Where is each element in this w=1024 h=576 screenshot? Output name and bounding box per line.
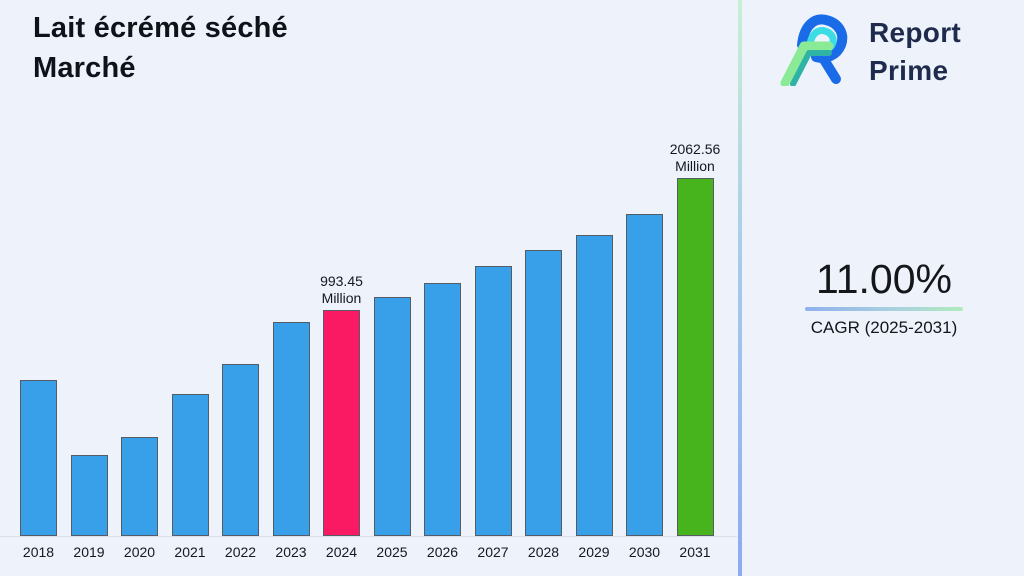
bar-2020 [121, 437, 158, 536]
x-tick-2024: 2024 [325, 544, 358, 560]
value-label-line: 993.45 [320, 273, 363, 289]
logo-word-prime: Prime [869, 55, 949, 86]
x-tick-2022: 2022 [224, 544, 257, 560]
value-label-line: 2062.56 [669, 141, 721, 157]
cagr-panel: 11.00% CAGR (2025-2031) [769, 254, 999, 338]
logo-wordmark: Report Prime [869, 14, 961, 90]
logo-blue-bowl [797, 14, 848, 63]
bar-2021 [171, 394, 209, 536]
bar-2025 [373, 297, 411, 536]
x-tick-2023: 2023 [275, 544, 307, 560]
bar-2028 [525, 250, 562, 536]
bar-2024 [323, 310, 360, 536]
logo-green-stroke [780, 41, 834, 86]
cagr-value: 11.00% [815, 256, 952, 302]
x-tick-2029: 2029 [578, 544, 610, 560]
bar-2026 [424, 283, 461, 536]
bar-2022 [222, 364, 259, 536]
value-label-2024: 993.45 Million [294, 273, 390, 306]
x-tick-2018: 2018 [22, 544, 55, 560]
report-prime-logo: Report Prime [779, 12, 961, 90]
logo-blue-leg [818, 53, 841, 84]
x-tick-2030: 2030 [628, 544, 661, 560]
x-tick-2025: 2025 [376, 544, 408, 560]
x-tick-2026: 2026 [426, 544, 459, 560]
value-label-line: Million [321, 289, 362, 306]
page-title: Lait écrémé séché Marché [33, 8, 288, 88]
value-label-line: Million [675, 157, 715, 174]
report-prime-logo-icon [780, 14, 848, 86]
x-tick-2027: 2027 [477, 544, 509, 560]
value-label-2031: 2062.56 Million [647, 141, 743, 174]
cagr-underline [805, 307, 963, 311]
bar-2023 [272, 322, 310, 536]
page-title-line-1: Lait écrémé séché [33, 12, 288, 44]
bar-2018 [20, 380, 57, 536]
x-tick-2019: 2019 [73, 544, 105, 560]
x-tick-2028: 2028 [527, 544, 560, 560]
bar-2027 [474, 266, 512, 536]
bar-2019 [70, 455, 108, 536]
page-title-line-2: Marché [33, 52, 136, 84]
cagr-caption: CAGR (2025-2031) [810, 317, 958, 337]
x-tick-2021: 2021 [174, 544, 206, 560]
x-tick-2031: 2031 [679, 544, 711, 560]
logo-word-report: Report [869, 17, 962, 48]
logo-teal-stroke [790, 50, 832, 86]
bar-2029 [575, 235, 613, 536]
panel-divider [738, 0, 742, 576]
x-axis-line [0, 536, 737, 537]
x-tick-2020: 2020 [123, 544, 156, 560]
bar-2030 [626, 214, 663, 536]
bar-2031 [676, 178, 714, 536]
